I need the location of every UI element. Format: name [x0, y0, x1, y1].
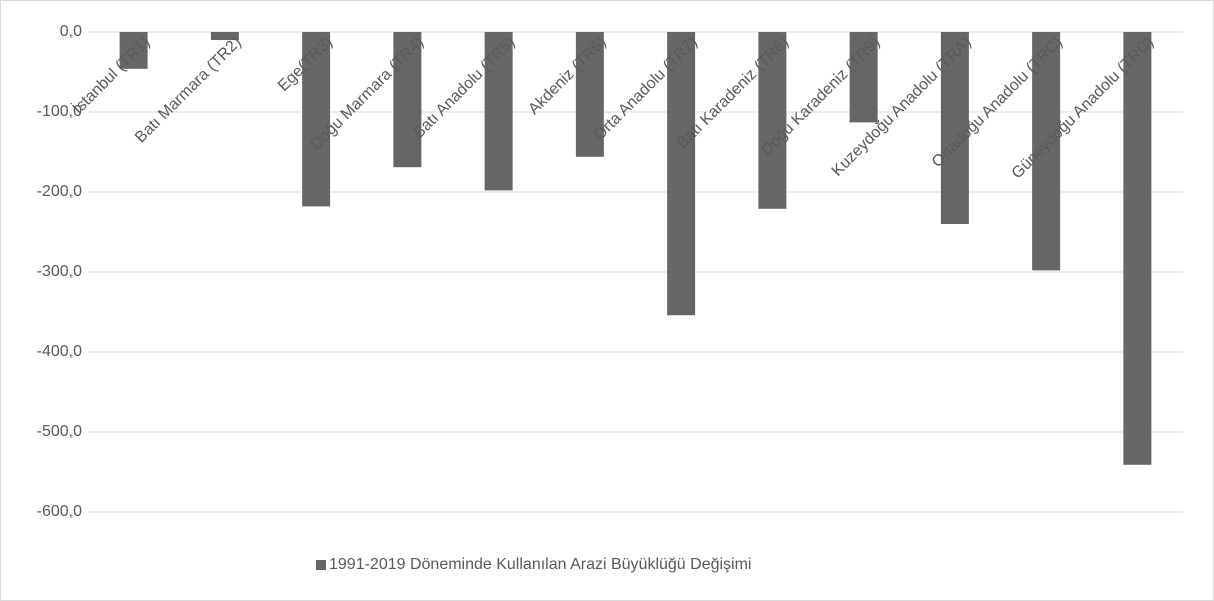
y-tick-label: -200,0: [37, 183, 82, 200]
legend-swatch: [316, 560, 326, 570]
y-tick-label: -400,0: [37, 343, 82, 360]
y-tick-label: -600,0: [37, 503, 82, 520]
bar: [849, 32, 878, 123]
bar: [119, 32, 148, 69]
y-tick-label: -500,0: [37, 423, 82, 440]
bar: [940, 32, 969, 224]
bar: [302, 32, 331, 207]
bar: [210, 32, 239, 40]
legend-label: 1991-2019 Döneminde Kullanılan Arazi Büy…: [329, 556, 751, 573]
bar: [393, 32, 422, 168]
bar: [758, 32, 787, 209]
bar: [484, 32, 513, 191]
bar: [575, 32, 604, 157]
y-tick-label: -300,0: [37, 263, 82, 280]
bar: [667, 32, 696, 316]
bar: [1032, 32, 1061, 271]
y-tick-label: 0,0: [60, 23, 82, 40]
y-tick-label: -100,0: [37, 103, 82, 120]
bar: [1123, 32, 1152, 465]
